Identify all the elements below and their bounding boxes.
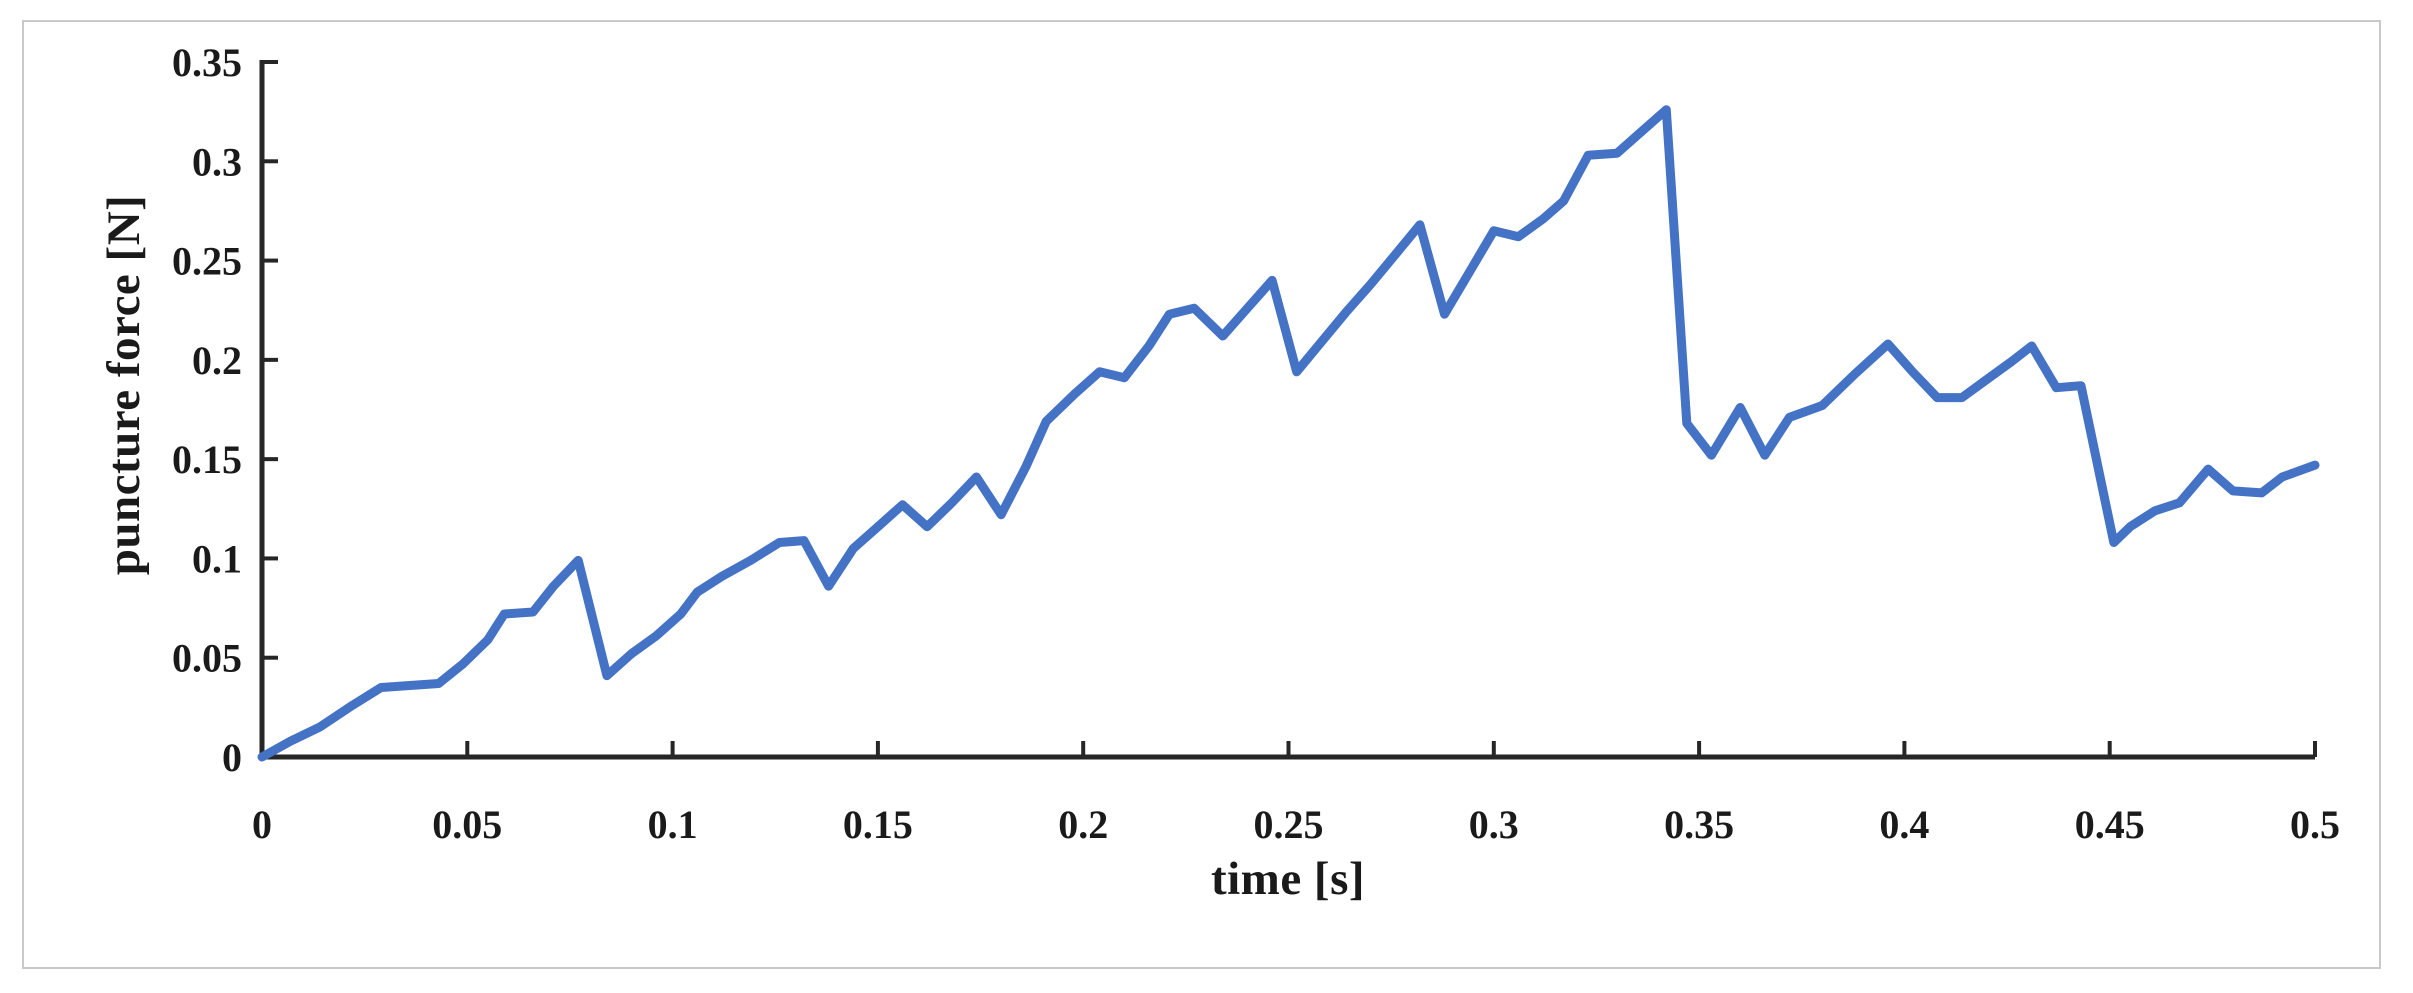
- x-tick-label: 0.1: [648, 802, 698, 847]
- y-tick-label: 0.3: [192, 139, 242, 184]
- y-axis: 0 0.05 0.1 0.15 0.2 0.25 0.3 0.35: [172, 40, 278, 780]
- y-tick-label: 0.25: [172, 239, 242, 284]
- x-tick-label: 0.4: [1879, 802, 1929, 847]
- x-tick-label: 0.45: [2075, 802, 2145, 847]
- data-series-line: [257, 105, 2320, 762]
- x-axis: 0 0.05 0.1 0.15 0.2 0.25 0.3 0.35 0.4 0.45 0.5: [252, 741, 2340, 847]
- figure-border: [22, 20, 2381, 969]
- y-tick-label: 0.1: [192, 536, 242, 581]
- y-axis-title: puncture force [N]: [98, 194, 150, 576]
- y-tick-label: 0.05: [172, 636, 242, 681]
- x-tick-label: 0: [252, 802, 272, 847]
- y-tick-label: 0.2: [192, 338, 242, 383]
- x-tick-label: 0.3: [1469, 802, 1519, 847]
- x-tick-label: 0.5: [2290, 802, 2340, 847]
- x-axis-title: time [s]: [1210, 853, 1366, 905]
- y-tick-label: 0.15: [172, 437, 242, 482]
- y-tick-label: 0: [222, 735, 242, 780]
- x-tick-label: 0.25: [1254, 802, 1324, 847]
- x-tick-label: 0.35: [1664, 802, 1734, 847]
- x-tick-label: 0.05: [432, 802, 502, 847]
- x-tick-label: 0.15: [843, 802, 913, 847]
- y-tick-label: 0.35: [172, 40, 242, 85]
- x-tick-label: 0.2: [1058, 802, 1108, 847]
